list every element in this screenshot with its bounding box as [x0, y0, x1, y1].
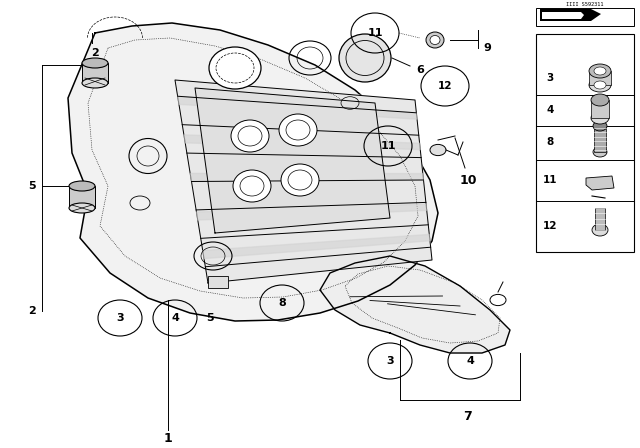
Polygon shape	[320, 256, 510, 353]
Text: 12: 12	[543, 221, 557, 231]
Ellipse shape	[594, 67, 606, 75]
Ellipse shape	[279, 114, 317, 146]
Ellipse shape	[593, 147, 607, 157]
Text: 9: 9	[483, 43, 491, 53]
Text: 6: 6	[416, 65, 424, 75]
Ellipse shape	[592, 224, 608, 236]
Ellipse shape	[593, 121, 607, 131]
Bar	[594, 126, 606, 152]
Text: 11: 11	[543, 175, 557, 185]
Polygon shape	[203, 234, 430, 258]
Text: 11: 11	[367, 28, 383, 38]
Text: 2: 2	[28, 306, 36, 316]
Bar	[536, 34, 634, 252]
Text: 12: 12	[438, 81, 452, 91]
Polygon shape	[190, 173, 424, 181]
Ellipse shape	[591, 94, 609, 106]
Polygon shape	[540, 9, 601, 21]
Bar	[595, 208, 605, 230]
Text: 1: 1	[164, 431, 172, 444]
Text: 11: 11	[380, 141, 396, 151]
Ellipse shape	[82, 78, 108, 88]
Ellipse shape	[589, 78, 611, 92]
Bar	[536, 8, 634, 26]
Text: 3: 3	[386, 356, 394, 366]
Text: 4: 4	[547, 105, 554, 115]
Text: 5: 5	[28, 181, 36, 191]
Ellipse shape	[69, 203, 95, 213]
Ellipse shape	[430, 35, 440, 44]
Polygon shape	[586, 176, 614, 190]
Circle shape	[430, 144, 446, 155]
Ellipse shape	[426, 32, 444, 48]
Polygon shape	[195, 88, 390, 233]
Polygon shape	[542, 12, 584, 19]
Text: 2: 2	[91, 48, 99, 58]
Ellipse shape	[339, 34, 391, 82]
Ellipse shape	[281, 164, 319, 196]
Ellipse shape	[591, 112, 609, 124]
Ellipse shape	[209, 47, 261, 89]
Ellipse shape	[69, 181, 95, 191]
Text: 10: 10	[460, 173, 477, 186]
Text: 4: 4	[466, 356, 474, 366]
Text: IIII S592311: IIII S592311	[566, 3, 604, 8]
Bar	[589, 71, 611, 85]
Bar	[208, 276, 228, 288]
Text: 8: 8	[547, 137, 554, 147]
Ellipse shape	[589, 64, 611, 78]
Bar	[82, 63, 108, 83]
Ellipse shape	[594, 81, 606, 89]
Polygon shape	[175, 80, 432, 283]
Text: 8: 8	[278, 298, 286, 308]
Text: 3: 3	[547, 73, 554, 83]
Bar	[69, 186, 95, 208]
Text: 5: 5	[206, 313, 214, 323]
Ellipse shape	[82, 58, 108, 68]
Ellipse shape	[233, 170, 271, 202]
Polygon shape	[184, 135, 420, 150]
Text: 4: 4	[171, 313, 179, 323]
Polygon shape	[68, 23, 438, 321]
Ellipse shape	[231, 120, 269, 152]
Text: 3: 3	[116, 313, 124, 323]
Text: 7: 7	[463, 409, 472, 422]
Polygon shape	[178, 96, 417, 119]
Polygon shape	[196, 204, 427, 220]
Bar	[591, 100, 609, 118]
